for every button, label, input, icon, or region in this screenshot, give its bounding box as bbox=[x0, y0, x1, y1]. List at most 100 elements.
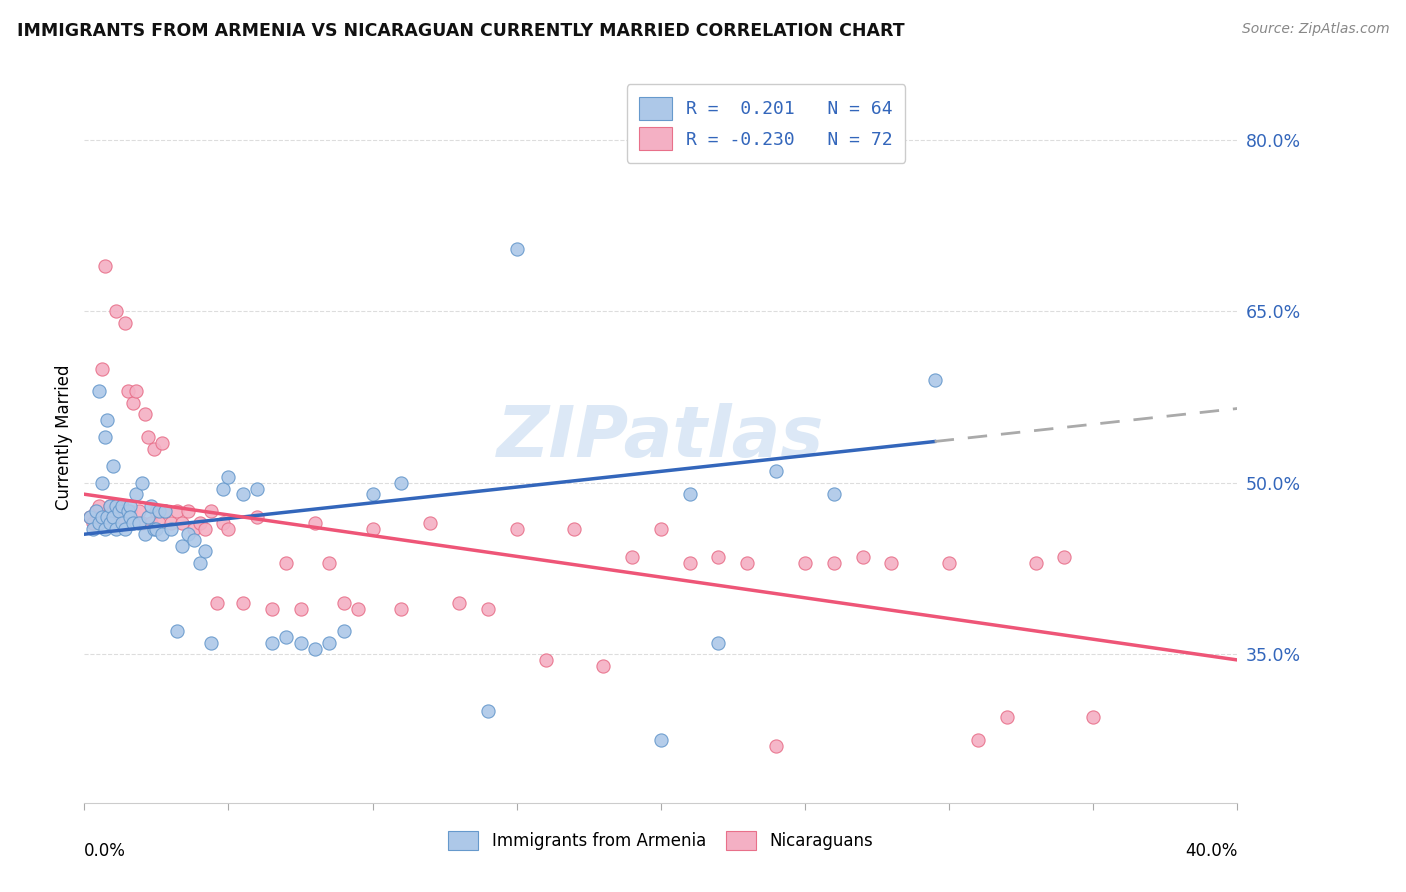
Point bbox=[148, 504, 170, 518]
Point bbox=[276, 556, 298, 570]
Point bbox=[120, 499, 142, 513]
Point bbox=[534, 653, 557, 667]
Point bbox=[995, 710, 1018, 724]
Point bbox=[477, 705, 499, 719]
Point bbox=[93, 430, 115, 444]
Point bbox=[96, 510, 118, 524]
Point bbox=[87, 516, 110, 530]
Point bbox=[134, 407, 156, 421]
Point bbox=[679, 487, 702, 501]
Point bbox=[136, 430, 159, 444]
Point bbox=[232, 487, 254, 501]
Point bbox=[318, 636, 340, 650]
Point bbox=[111, 516, 134, 530]
Point bbox=[361, 487, 384, 501]
Point bbox=[1053, 550, 1076, 565]
Point bbox=[108, 499, 131, 513]
Point bbox=[650, 733, 672, 747]
Point bbox=[246, 510, 269, 524]
Point bbox=[153, 504, 176, 518]
Y-axis label: Currently Married: Currently Married bbox=[55, 364, 73, 510]
Point bbox=[304, 641, 326, 656]
Point bbox=[823, 556, 845, 570]
Point bbox=[142, 521, 165, 535]
Point bbox=[333, 624, 356, 639]
Point bbox=[449, 596, 471, 610]
Point bbox=[96, 510, 118, 524]
Point bbox=[128, 516, 150, 530]
Point bbox=[82, 521, 104, 535]
Point bbox=[84, 504, 107, 518]
Point bbox=[103, 510, 124, 524]
Point bbox=[707, 636, 730, 650]
Point bbox=[177, 504, 200, 518]
Point bbox=[852, 550, 875, 565]
Point bbox=[194, 521, 217, 535]
Point bbox=[823, 487, 845, 501]
Point bbox=[650, 521, 672, 535]
Point bbox=[111, 510, 134, 524]
Point bbox=[131, 475, 153, 490]
Point bbox=[188, 516, 211, 530]
Point bbox=[200, 504, 222, 518]
Point bbox=[117, 384, 139, 399]
Point bbox=[150, 527, 173, 541]
Point bbox=[477, 601, 499, 615]
Point bbox=[765, 739, 787, 753]
Point bbox=[177, 527, 200, 541]
Point bbox=[96, 413, 118, 427]
Point bbox=[172, 516, 194, 530]
Point bbox=[145, 521, 167, 535]
Point bbox=[150, 435, 173, 450]
Point bbox=[105, 304, 128, 318]
Text: ZIPatlas: ZIPatlas bbox=[498, 402, 824, 472]
Point bbox=[136, 510, 159, 524]
Point bbox=[304, 516, 326, 530]
Point bbox=[79, 510, 101, 524]
Point bbox=[391, 475, 413, 490]
Point bbox=[211, 516, 233, 530]
Point bbox=[93, 521, 115, 535]
Point bbox=[90, 361, 112, 376]
Point bbox=[347, 601, 370, 615]
Point bbox=[290, 636, 312, 650]
Point bbox=[232, 596, 254, 610]
Point bbox=[139, 516, 162, 530]
Point bbox=[924, 373, 946, 387]
Point bbox=[183, 533, 205, 547]
Point bbox=[79, 510, 101, 524]
Point bbox=[218, 521, 240, 535]
Point bbox=[506, 521, 529, 535]
Point bbox=[194, 544, 217, 558]
Point bbox=[218, 470, 240, 484]
Point bbox=[967, 733, 990, 747]
Point bbox=[125, 384, 148, 399]
Point bbox=[880, 556, 903, 570]
Point bbox=[707, 550, 730, 565]
Text: 0.0%: 0.0% bbox=[84, 842, 127, 860]
Point bbox=[122, 396, 145, 410]
Point bbox=[134, 527, 156, 541]
Point bbox=[131, 516, 153, 530]
Point bbox=[333, 596, 356, 610]
Text: Source: ZipAtlas.com: Source: ZipAtlas.com bbox=[1241, 22, 1389, 37]
Point bbox=[98, 499, 121, 513]
Point bbox=[183, 521, 205, 535]
Point bbox=[938, 556, 960, 570]
Point bbox=[506, 242, 529, 256]
Point bbox=[361, 521, 384, 535]
Point bbox=[564, 521, 586, 535]
Text: IMMIGRANTS FROM ARMENIA VS NICARAGUAN CURRENTLY MARRIED CORRELATION CHART: IMMIGRANTS FROM ARMENIA VS NICARAGUAN CU… bbox=[17, 22, 904, 40]
Point bbox=[122, 516, 145, 530]
Point bbox=[82, 516, 104, 530]
Point bbox=[87, 499, 110, 513]
Point bbox=[160, 516, 183, 530]
Point bbox=[200, 636, 222, 650]
Point bbox=[166, 504, 188, 518]
Point bbox=[592, 658, 614, 673]
Point bbox=[108, 504, 131, 518]
Point bbox=[90, 475, 112, 490]
Point bbox=[120, 510, 142, 524]
Point bbox=[419, 516, 441, 530]
Point bbox=[205, 596, 228, 610]
